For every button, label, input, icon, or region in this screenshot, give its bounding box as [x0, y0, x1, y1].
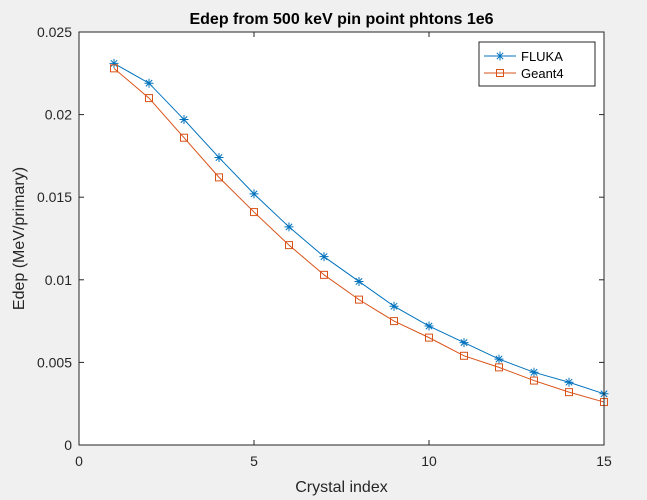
data-point-geant4: [460, 351, 468, 360]
data-point-fluka: [144, 78, 154, 88]
data-point-fluka: [249, 189, 259, 199]
y-axis-label: Edep (MeV/primary): [11, 167, 28, 310]
data-point-fluka: [179, 115, 189, 125]
data-point-geant4: [565, 388, 573, 397]
legend-marker-geant4: [496, 69, 504, 77]
y-tick-label: 0.025: [37, 24, 72, 40]
data-point-geant4: [145, 94, 153, 103]
data-point-geant4: [530, 376, 538, 385]
legend-box: [478, 41, 596, 87]
data-point-geant4: [180, 133, 188, 142]
legend-label-geant4: Geant4: [521, 66, 564, 81]
data-point-geant4: [495, 363, 503, 372]
data-point-fluka: [109, 58, 119, 68]
data-point-geant4: [110, 64, 118, 73]
data-point-fluka: [424, 321, 434, 331]
data-point-fluka: [284, 222, 294, 232]
x-tick-label: 10: [421, 453, 437, 469]
data-point-fluka: [354, 276, 364, 286]
legend-entries: FLUKA Geant4: [484, 49, 564, 81]
data-point-geant4: [425, 333, 433, 342]
data-point-fluka: [564, 377, 574, 387]
y-tick-label: 0.005: [37, 354, 72, 370]
data-point-fluka: [494, 354, 504, 364]
y-tick-label: 0: [64, 437, 72, 453]
data-point-geant4: [215, 173, 223, 182]
data-point-fluka: [529, 367, 539, 377]
plot-area: [79, 32, 604, 445]
series-line-geant4: [113, 67, 605, 403]
data-point-geant4: [320, 270, 328, 279]
x-tick-label: 5: [250, 453, 258, 469]
data-point-geant4: [390, 317, 398, 326]
legend-label-fluka: FLUKA: [521, 49, 563, 64]
x-tick-label: 15: [596, 453, 612, 469]
legend-marker-fluka: [495, 51, 505, 61]
data-point-geant4: [355, 295, 363, 304]
legend: FLUKA Geant4: [478, 41, 596, 87]
y-tick-label: 0.015: [37, 189, 72, 205]
x-axis-label: Crystal index: [295, 479, 387, 496]
data-point-fluka: [214, 153, 224, 163]
plot-frame: [78, 31, 605, 446]
x-tick-label: 0: [75, 453, 83, 469]
data-point-fluka: [389, 301, 399, 311]
y-tick-label: 0.01: [45, 272, 72, 288]
y-tick-label: 0.02: [45, 107, 72, 123]
data-point-fluka: [459, 338, 469, 348]
data-point-geant4: [285, 241, 293, 250]
chart-title: Edep from 500 keV pin point phtons 1e6: [189, 11, 493, 28]
data-point-fluka: [319, 252, 329, 262]
data-point-geant4: [250, 208, 258, 217]
ticks-layer: 0 5 10 15 0 0.005 0.01 0.015 0.02 0.025: [37, 24, 612, 469]
